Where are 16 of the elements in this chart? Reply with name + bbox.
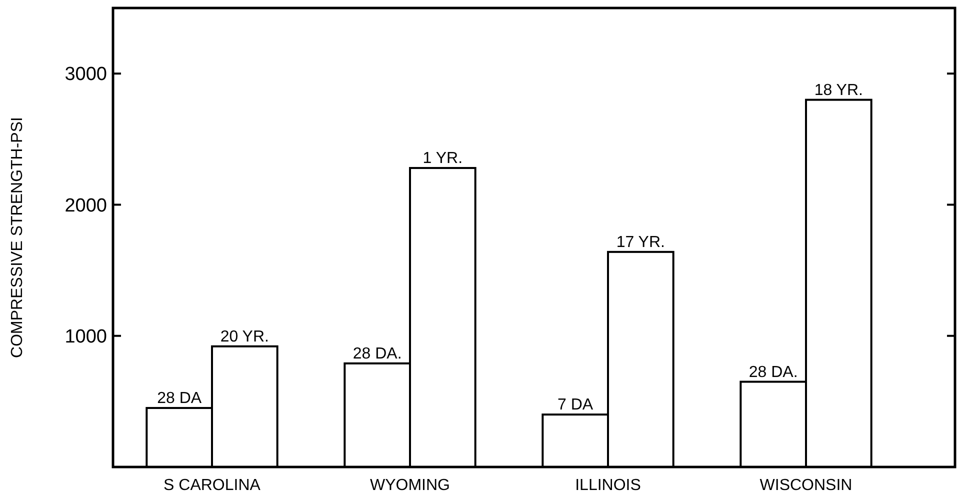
annotation: 28 DA.: [352, 345, 402, 362]
x-tick-label: S CAROLINA: [164, 477, 261, 494]
annotation: 1 YR.: [422, 150, 463, 167]
y-axis-title: COMPRESSIVE STRENGTH-PSI: [9, 117, 26, 358]
x-tick-label: WYOMING: [370, 477, 450, 494]
x-tick-label: WISCONSIN: [760, 477, 852, 494]
y-tick-label: 1000: [64, 326, 107, 348]
y-tick-label: 2000: [64, 195, 107, 216]
annotation: 17 YR.: [616, 234, 665, 251]
x-tick-label: ILLINOIS: [575, 477, 641, 494]
annotation: 7 DA: [558, 396, 594, 414]
annotation: 20 YR.: [220, 328, 269, 346]
annotation: 28 DA: [157, 390, 202, 407]
annotation: 18 YR.: [814, 82, 863, 99]
y-tick-label: 3000: [64, 64, 107, 86]
annotation: 28 DA.: [748, 364, 798, 381]
